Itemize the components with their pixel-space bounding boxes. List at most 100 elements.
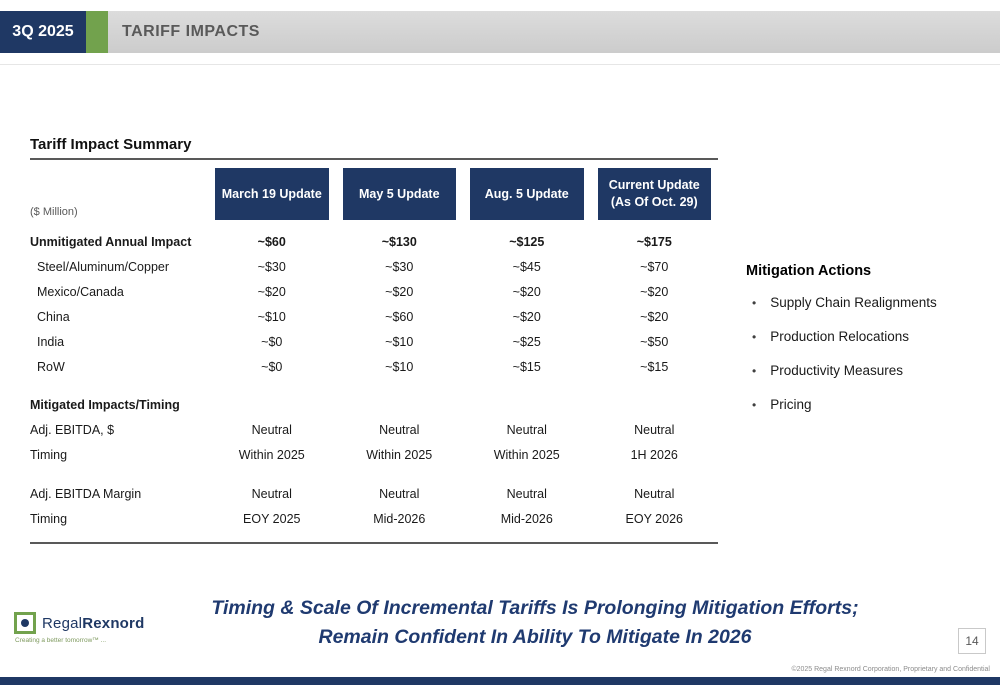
- copyright-text: ©2025 Regal Rexnord Corporation, Proprie…: [791, 666, 990, 673]
- page-number: 14: [958, 628, 986, 654]
- row-value: ~$125: [509, 234, 545, 249]
- row-value: ~$70: [640, 259, 669, 274]
- row-label: India: [37, 334, 65, 349]
- table-row: Timing EOY 2025 Mid-2026 Mid-2026 EOY 20…: [30, 506, 718, 531]
- row-value: ~$10: [385, 334, 414, 349]
- row-value: ~$60: [257, 234, 286, 249]
- row-label: Adj. EBITDA Margin: [30, 486, 142, 501]
- row-value: ~$20: [512, 309, 541, 324]
- row-label: Timing: [30, 511, 68, 526]
- bullet-icon: •: [752, 398, 757, 412]
- row-value: ~$20: [385, 284, 414, 299]
- table-row: Mexico/Canada ~$20 ~$20 ~$20 ~$20: [30, 279, 718, 304]
- header-title-bar: TARIFF IMPACTS: [108, 11, 1000, 53]
- table-header-row: ($ Million) March 19 Update May 5 Update…: [30, 168, 718, 220]
- row-value: ~$15: [640, 359, 669, 374]
- column-header-text: Aug. 5 Update: [484, 186, 569, 201]
- logo-row: RegalRexnord: [14, 612, 144, 634]
- header: 3Q 2025 TARIFF IMPACTS: [0, 11, 1000, 53]
- slide-takeaway: Timing & Scale Of Incremental Tariffs Is…: [120, 594, 950, 652]
- row-value: Neutral: [251, 422, 292, 437]
- row-value: ~$60: [385, 309, 414, 324]
- mitigation-item-label: Production Relocations: [770, 329, 910, 344]
- table-row: RoW ~$0 ~$10 ~$15 ~$15: [30, 354, 718, 379]
- mitigation-item: • Pricing: [746, 397, 990, 414]
- column-header-cell: Aug. 5 Update: [463, 168, 591, 220]
- header-divider: [0, 64, 1000, 65]
- table-row: Mitigated Impacts/Timing: [30, 392, 718, 417]
- column-header-may-5: May 5 Update: [342, 168, 456, 220]
- row-value: ~$50: [640, 334, 669, 349]
- row-label: Mitigated Impacts/Timing: [30, 397, 180, 412]
- row-value: Neutral: [379, 486, 420, 501]
- mitigation-list: • Supply Chain Realignments • Production…: [746, 295, 990, 414]
- column-header-aug-5: Aug. 5 Update: [470, 168, 584, 220]
- quarter-badge: 3Q 2025: [0, 11, 86, 53]
- tariff-impact-table: Tariff Impact Summary ($ Million) March …: [30, 136, 718, 544]
- header-green-accent: [86, 11, 108, 53]
- bullet-icon: •: [752, 364, 757, 378]
- row-value: Within 2025: [366, 447, 433, 462]
- logo-wordmark: RegalRexnord: [42, 615, 144, 632]
- row-value: ~$130: [381, 234, 417, 249]
- column-header-current: Current Update (As Of Oct. 29): [597, 168, 711, 220]
- table-row: Steel/Aluminum/Copper ~$30 ~$30 ~$45 ~$7…: [30, 254, 718, 279]
- mitigation-item-label: Productivity Measures: [770, 363, 904, 378]
- row-value: Mid-2026: [500, 511, 553, 526]
- row-value: ~$30: [257, 259, 286, 274]
- row-value: ~$20: [512, 284, 541, 299]
- column-header-text: Current Update: [608, 178, 700, 193]
- row-value: ~$20: [257, 284, 286, 299]
- row-value: Neutral: [634, 486, 675, 501]
- column-header-cell: Current Update (As Of Oct. 29): [591, 168, 719, 220]
- column-header-march-19: March 19 Update: [215, 168, 329, 220]
- row-value: Within 2025: [238, 447, 305, 462]
- regal-rexnord-logo: RegalRexnord Creating a better tomorrow™…: [14, 612, 144, 644]
- logo-tagline: Creating a better tomorrow™ ...: [15, 637, 107, 644]
- mitigation-actions-panel: Mitigation Actions • Supply Chain Realig…: [746, 263, 990, 431]
- row-label: Steel/Aluminum/Copper: [37, 259, 170, 274]
- row-value: ~$20: [640, 284, 669, 299]
- row-value: EOY 2026: [625, 511, 683, 526]
- takeaway-line-1: Timing & Scale Of Incremental Tariffs Is…: [211, 597, 859, 619]
- row-value: Neutral: [506, 422, 547, 437]
- table-row: Adj. EBITDA, $ Neutral Neutral Neutral N…: [30, 417, 718, 442]
- takeaway-line-2: Remain Confident In Ability To Mitigate …: [318, 626, 752, 648]
- bullet-icon: •: [752, 296, 757, 310]
- row-value: ~$175: [636, 234, 672, 249]
- bullet-icon: •: [752, 330, 757, 344]
- logo-wordmark-regal: Regal: [42, 614, 83, 632]
- row-label: Timing: [30, 447, 68, 462]
- row-value: 1H 2026: [630, 447, 678, 462]
- row-value: Neutral: [634, 422, 675, 437]
- table-row: India ~$0 ~$10 ~$25 ~$50: [30, 329, 718, 354]
- mitigation-item-label: Pricing: [770, 397, 812, 412]
- row-label: Mexico/Canada: [37, 284, 124, 299]
- row-value: ~$15: [512, 359, 541, 374]
- table-row: China ~$10 ~$60 ~$20 ~$20: [30, 304, 718, 329]
- mitigation-item: • Supply Chain Realignments: [746, 295, 990, 312]
- column-header-text: (As Of Oct. 29): [610, 195, 698, 209]
- mitigation-item: • Production Relocations: [746, 329, 990, 346]
- row-value: Within 2025: [493, 447, 560, 462]
- logo-wordmark-rexnord: Rexnord: [82, 614, 145, 632]
- column-header-text: May 5 Update: [358, 186, 440, 201]
- row-label: Adj. EBITDA, $: [30, 422, 115, 437]
- row-value: ~$10: [385, 359, 414, 374]
- table-row: Unmitigated Annual Impact ~$60 ~$130 ~$1…: [30, 229, 718, 254]
- row-value: ~$25: [512, 334, 541, 349]
- footer-bar: [0, 677, 1000, 685]
- row-value: ~$30: [385, 259, 414, 274]
- column-header-cell: March 19 Update: [208, 168, 336, 220]
- row-value: Neutral: [379, 422, 420, 437]
- table-row: Adj. EBITDA Margin Neutral Neutral Neutr…: [30, 481, 718, 506]
- column-header-text: March 19 Update: [221, 186, 322, 201]
- row-label: China: [37, 309, 70, 324]
- unit-label: ($ Million): [30, 206, 78, 218]
- table-row: Timing Within 2025 Within 2025 Within 20…: [30, 442, 718, 467]
- row-label: Unmitigated Annual Impact: [30, 234, 192, 249]
- mitigation-item: • Productivity Measures: [746, 363, 990, 380]
- page-title: TARIFF IMPACTS: [122, 23, 260, 40]
- mitigation-title: Mitigation Actions: [746, 263, 872, 279]
- mitigation-item-label: Supply Chain Realignments: [770, 295, 937, 310]
